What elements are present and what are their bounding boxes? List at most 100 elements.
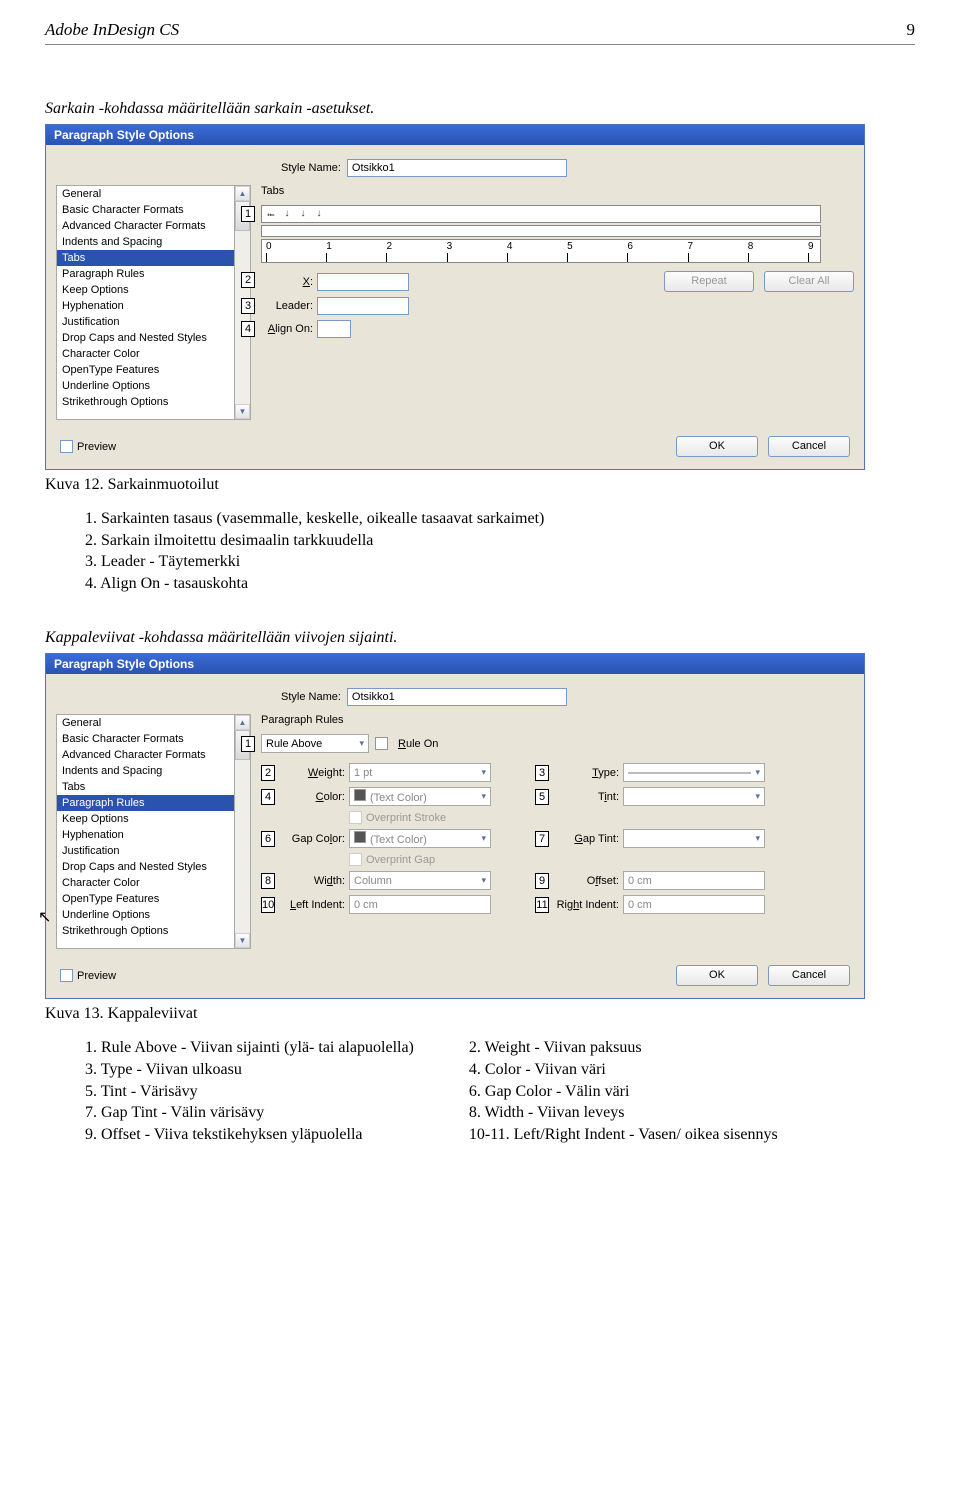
sidebar-item[interactable]: Basic Character Formats bbox=[57, 202, 234, 218]
sidebar-item[interactable]: Keep Options bbox=[57, 811, 234, 827]
category-list[interactable]: GeneralBasic Character FormatsAdvanced C… bbox=[56, 185, 235, 420]
callout-6: 6 bbox=[261, 831, 275, 847]
right-indent-input[interactable]: 0 cm bbox=[623, 895, 765, 914]
sidebar-item[interactable]: Character Color bbox=[57, 875, 234, 891]
tint-select[interactable]: ▾ bbox=[623, 787, 765, 806]
weight-select[interactable]: 1 pt▾ bbox=[349, 763, 491, 782]
sidebar-item[interactable]: Indents and Spacing bbox=[57, 763, 234, 779]
scroll-up-icon[interactable]: ▲ bbox=[235, 715, 250, 730]
sidebar-item[interactable]: Justification bbox=[57, 843, 234, 859]
sidebar-item[interactable]: Advanced Character Formats bbox=[57, 218, 234, 234]
sidebar-item[interactable]: OpenType Features bbox=[57, 362, 234, 378]
callout-7: 7 bbox=[535, 831, 549, 847]
leader-label: Leader: bbox=[261, 300, 313, 312]
panel-rules: Paragraph Rules 1 Rule Above▾ Rule On 2 … bbox=[261, 714, 854, 949]
overprint-gap-row: Overprint Gap bbox=[349, 853, 491, 866]
style-name-input[interactable] bbox=[347, 159, 567, 177]
ruler-tick: 5 bbox=[567, 241, 573, 252]
sidebar-item[interactable]: Paragraph Rules bbox=[57, 795, 234, 811]
tint-label: Tint: bbox=[551, 791, 623, 803]
tab-left-icon[interactable]: ⭰ bbox=[266, 208, 276, 220]
scroll-down-icon[interactable]: ▼ bbox=[235, 404, 250, 419]
panel-tabs: Tabs 1 ⭰ ↓ ↓ ↓ 0123456789 2 X: Repeat bbox=[261, 185, 854, 420]
sidebar-item[interactable]: Keep Options bbox=[57, 282, 234, 298]
preview-checkbox[interactable] bbox=[60, 969, 73, 982]
align-on-label: Align On: bbox=[261, 323, 313, 335]
ok-button[interactable]: OK bbox=[676, 436, 758, 457]
callout-3: 3 bbox=[535, 765, 549, 781]
style-name-input[interactable] bbox=[347, 688, 567, 706]
tab-center-icon[interactable]: ↓ bbox=[282, 208, 292, 220]
sidebar-item[interactable]: Strikethrough Options bbox=[57, 394, 234, 410]
x-input[interactable] bbox=[317, 273, 409, 291]
sidebar-item[interactable]: Underline Options bbox=[57, 907, 234, 923]
callout-3: 3 bbox=[241, 298, 255, 314]
cancel-button[interactable]: Cancel bbox=[768, 965, 850, 986]
tab-decimal-icon[interactable]: ↓ bbox=[314, 208, 324, 220]
category-list[interactable]: GeneralBasic Character FormatsAdvanced C… bbox=[56, 714, 235, 949]
explain-item: Rule Above - Viivan sijainti (ylä- tai a… bbox=[85, 1037, 414, 1059]
tab-right-icon[interactable]: ↓ bbox=[298, 208, 308, 220]
scroll-up-icon[interactable]: ▲ bbox=[235, 186, 250, 201]
explain-item: Left/Right Indent - Vasen/ oikea sisenny… bbox=[469, 1124, 778, 1146]
align-on-input[interactable] bbox=[317, 320, 351, 338]
ruler-tick: 1 bbox=[326, 241, 332, 252]
callout-2: 2 bbox=[261, 765, 275, 781]
gap-tint-label: Gap Tint: bbox=[551, 833, 623, 845]
ruler-tick: 2 bbox=[386, 241, 392, 252]
left-indent-input[interactable]: 0 cm bbox=[349, 895, 491, 914]
type-label: Type: bbox=[551, 767, 623, 779]
sidebar-item[interactable]: Drop Caps and Nested Styles bbox=[57, 330, 234, 346]
sidebar-item[interactable]: Paragraph Rules bbox=[57, 266, 234, 282]
sidebar-item[interactable]: OpenType Features bbox=[57, 891, 234, 907]
rule-position-select[interactable]: Rule Above▾ bbox=[261, 734, 369, 753]
sidebar-item[interactable]: Hyphenation bbox=[57, 298, 234, 314]
sidebar-item[interactable]: Drop Caps and Nested Styles bbox=[57, 859, 234, 875]
explain-item: Offset - Viiva tekstikehyksen yläpuolell… bbox=[85, 1124, 414, 1146]
tab-ruler[interactable]: 0123456789 bbox=[261, 239, 821, 263]
explain-item: Tint - Värisävy bbox=[85, 1081, 414, 1103]
sidebar-item[interactable]: Tabs bbox=[57, 250, 234, 266]
type-select[interactable]: ▾ bbox=[623, 763, 765, 782]
explain-item: Align On - tasauskohta bbox=[85, 573, 915, 595]
sidebar-item[interactable]: Tabs bbox=[57, 779, 234, 795]
sidebar-item[interactable]: General bbox=[57, 715, 234, 731]
page-header-title: Adobe InDesign CS bbox=[45, 20, 179, 40]
tab-ruler-strip[interactable] bbox=[261, 225, 821, 237]
sidebar-item[interactable]: Underline Options bbox=[57, 378, 234, 394]
gap-color-select[interactable]: (Text Color)▾ bbox=[349, 829, 491, 848]
sidebar-item[interactable]: Justification bbox=[57, 314, 234, 330]
explain-item: Type - Viivan ulkoasu bbox=[85, 1059, 414, 1081]
panel-title: Tabs bbox=[261, 185, 854, 197]
explain-item: Leader - Täytemerkki bbox=[85, 551, 915, 573]
gap-tint-select[interactable]: ▾ bbox=[623, 829, 765, 848]
callout-5: 5 bbox=[535, 789, 549, 805]
tab-align-icons[interactable]: ⭰ ↓ ↓ ↓ bbox=[261, 205, 821, 223]
sidebar-item[interactable]: Basic Character Formats bbox=[57, 731, 234, 747]
sidebar-item[interactable]: Character Color bbox=[57, 346, 234, 362]
cursor-icon: ↖ bbox=[38, 907, 51, 927]
preview-checkbox[interactable] bbox=[60, 440, 73, 453]
section1-intro: Sarkain -kohdassa määritellään sarkain -… bbox=[45, 100, 915, 118]
offset-input[interactable]: 0 cm bbox=[623, 871, 765, 890]
sidebar-item[interactable]: Indents and Spacing bbox=[57, 234, 234, 250]
preview-label: Preview bbox=[77, 441, 116, 453]
ok-button[interactable]: OK bbox=[676, 965, 758, 986]
clear-all-button[interactable]: Clear All bbox=[764, 271, 854, 292]
repeat-button[interactable]: Repeat bbox=[664, 271, 754, 292]
figure12-caption: Kuva 12. Sarkainmuotoilut bbox=[45, 476, 915, 494]
explain-item: Color - Viivan väri bbox=[469, 1059, 778, 1081]
sidebar-item[interactable]: Hyphenation bbox=[57, 827, 234, 843]
sidebar-item[interactable]: General bbox=[57, 186, 234, 202]
width-select[interactable]: Column▾ bbox=[349, 871, 491, 890]
callout-9: 9 bbox=[535, 873, 549, 889]
sidebar-item[interactable]: Strikethrough Options bbox=[57, 923, 234, 939]
scroll-down-icon[interactable]: ▼ bbox=[235, 933, 250, 948]
leader-input[interactable] bbox=[317, 297, 409, 315]
cancel-button[interactable]: Cancel bbox=[768, 436, 850, 457]
weight-label: Weight: bbox=[277, 767, 349, 779]
rule-on-checkbox[interactable] bbox=[375, 737, 388, 750]
x-label: X: bbox=[261, 276, 313, 288]
sidebar-item[interactable]: Advanced Character Formats bbox=[57, 747, 234, 763]
color-select[interactable]: (Text Color)▾ bbox=[349, 787, 491, 806]
